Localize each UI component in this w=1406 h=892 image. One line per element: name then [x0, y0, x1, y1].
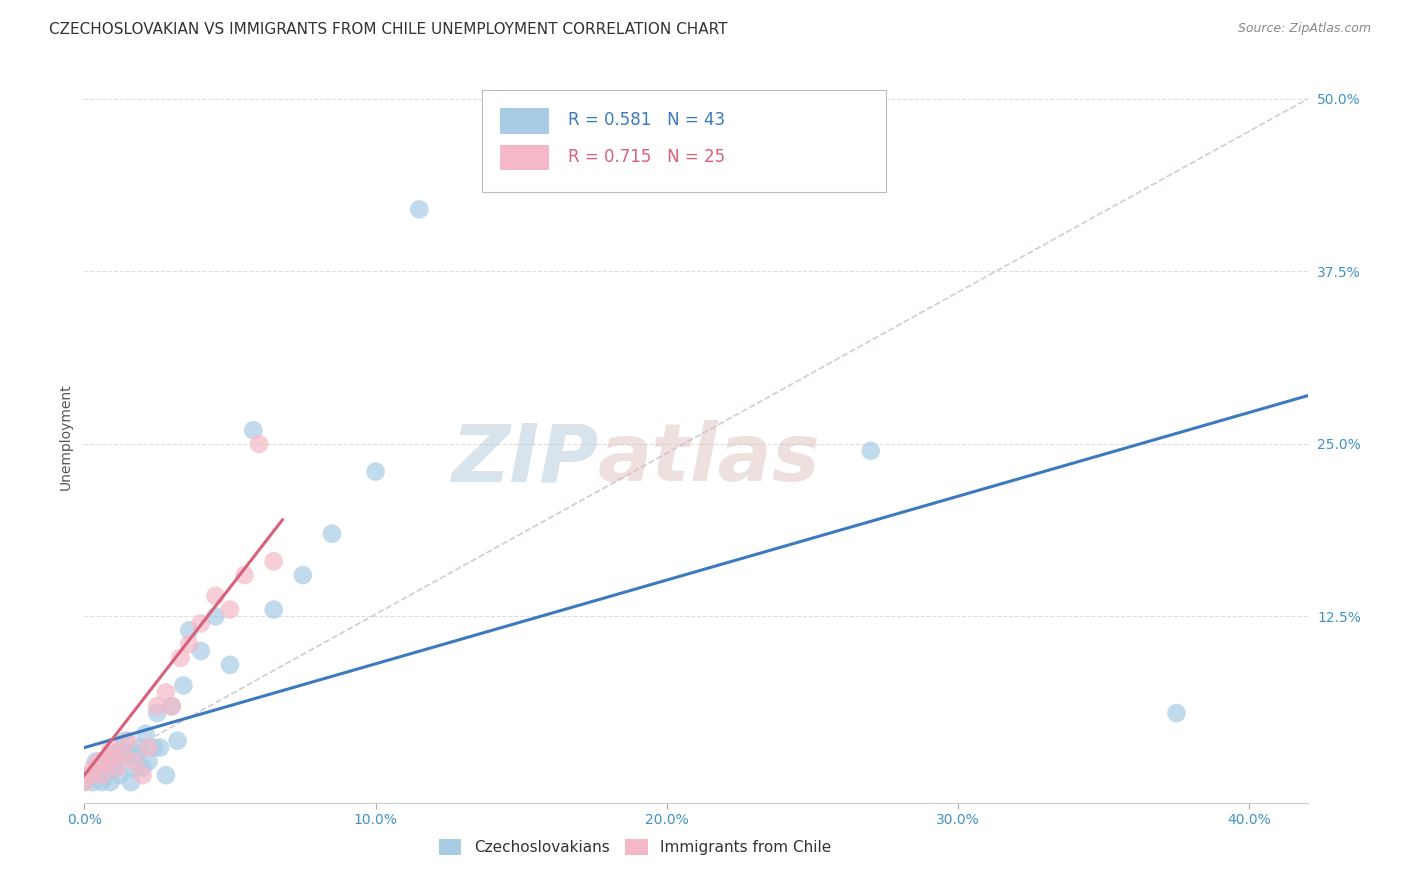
Point — [149, 740, 172, 755]
Point — [100, 775, 122, 789]
Point — [117, 747, 139, 762]
Point — [364, 465, 387, 479]
Text: R = 0.715   N = 25: R = 0.715 N = 25 — [568, 148, 724, 166]
Point — [138, 755, 160, 769]
Point — [87, 755, 110, 769]
Point — [321, 526, 343, 541]
Point — [82, 775, 104, 789]
Point — [100, 740, 122, 755]
Point — [122, 761, 145, 775]
Point — [219, 657, 242, 672]
Point — [103, 761, 125, 775]
Point — [82, 761, 104, 775]
Point — [131, 761, 153, 775]
Point — [135, 727, 157, 741]
Point — [84, 755, 107, 769]
Point — [87, 761, 110, 775]
Point — [146, 706, 169, 720]
Point — [155, 685, 177, 699]
Point — [859, 443, 882, 458]
Point — [179, 637, 201, 651]
Point — [108, 768, 131, 782]
Point — [97, 755, 120, 769]
Point — [291, 568, 314, 582]
Point — [408, 202, 430, 217]
Point — [79, 768, 101, 782]
Bar — [501, 145, 550, 170]
Point — [263, 602, 285, 616]
Point — [146, 699, 169, 714]
Point — [190, 644, 212, 658]
Point — [73, 775, 96, 789]
Point — [1166, 706, 1188, 720]
Point — [160, 699, 183, 714]
Point — [111, 747, 134, 762]
Text: R = 0.581   N = 43: R = 0.581 N = 43 — [568, 112, 724, 129]
Point — [128, 740, 150, 755]
Point — [190, 616, 212, 631]
Legend: Czechoslovakians, Immigrants from Chile: Czechoslovakians, Immigrants from Chile — [433, 833, 837, 861]
Point — [73, 775, 96, 789]
Point — [247, 437, 270, 451]
Bar — [501, 108, 550, 134]
Point — [166, 733, 188, 747]
Point — [125, 747, 148, 762]
Point — [105, 755, 128, 769]
Point — [103, 747, 125, 762]
Point — [114, 733, 136, 747]
Text: atlas: atlas — [598, 420, 821, 498]
Point — [172, 678, 194, 692]
Point — [90, 768, 112, 782]
Point — [179, 624, 201, 638]
Point — [233, 568, 256, 582]
Text: ZIP: ZIP — [451, 420, 598, 498]
Point — [120, 775, 142, 789]
Point — [138, 740, 160, 755]
Point — [160, 699, 183, 714]
Point — [79, 768, 101, 782]
FancyBboxPatch shape — [482, 90, 886, 192]
Point — [93, 768, 115, 782]
Point — [204, 609, 226, 624]
Point — [111, 740, 134, 755]
Text: Source: ZipAtlas.com: Source: ZipAtlas.com — [1237, 22, 1371, 36]
Point — [219, 602, 242, 616]
Point — [117, 733, 139, 747]
Point — [143, 740, 166, 755]
Point — [103, 747, 125, 762]
Point — [155, 768, 177, 782]
Point — [105, 761, 128, 775]
Point — [122, 755, 145, 769]
Point — [93, 761, 115, 775]
Point — [169, 651, 191, 665]
Point — [97, 755, 120, 769]
Point — [131, 768, 153, 782]
Y-axis label: Unemployment: Unemployment — [59, 384, 73, 491]
Point — [263, 554, 285, 568]
Point — [242, 423, 264, 437]
Point — [204, 589, 226, 603]
Text: CZECHOSLOVAKIAN VS IMMIGRANTS FROM CHILE UNEMPLOYMENT CORRELATION CHART: CZECHOSLOVAKIAN VS IMMIGRANTS FROM CHILE… — [49, 22, 728, 37]
Point — [90, 775, 112, 789]
